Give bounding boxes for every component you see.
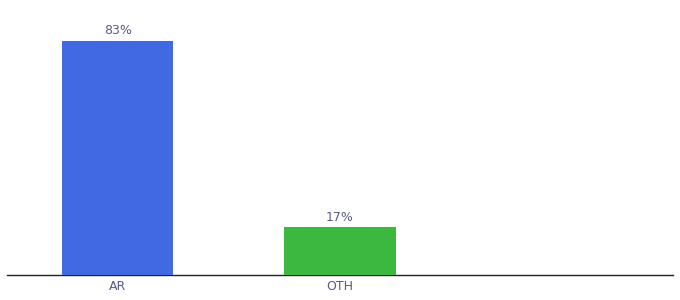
Bar <box>63 41 173 275</box>
Text: 83%: 83% <box>104 24 132 38</box>
Text: 17%: 17% <box>326 211 354 224</box>
Bar <box>284 227 396 275</box>
